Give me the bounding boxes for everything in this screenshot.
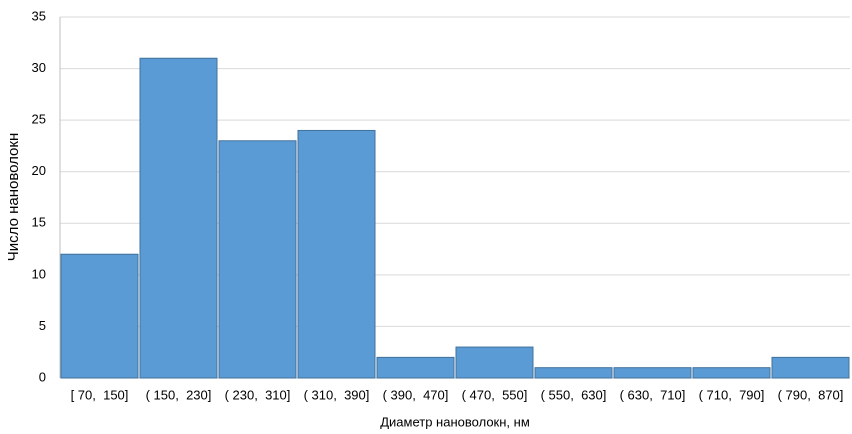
x-axis-title: Диаметр нановолокн, нм xyxy=(380,414,530,429)
bar xyxy=(771,356,850,379)
bar xyxy=(613,367,692,379)
bar xyxy=(376,356,455,379)
x-tick-label: ( 230, 310] xyxy=(225,387,291,402)
y-axis-title: Число нановолокн xyxy=(5,133,22,261)
x-tick-label: ( 390, 470] xyxy=(383,387,449,402)
x-tick-label: ( 150, 230] xyxy=(146,387,212,402)
bar xyxy=(534,367,613,379)
bar xyxy=(218,140,297,379)
y-tick-label: 20 xyxy=(32,163,46,178)
y-tick-label: 15 xyxy=(32,215,46,230)
bar xyxy=(297,129,376,379)
x-tick-label: ( 550, 630] xyxy=(541,387,607,402)
y-tick-label: 0 xyxy=(39,369,46,384)
x-tick-label: ( 710, 790] xyxy=(699,387,765,402)
y-tick-label: 5 xyxy=(39,318,46,333)
bar xyxy=(60,253,139,379)
bar xyxy=(139,57,218,379)
y-tick-label: 30 xyxy=(32,60,46,75)
bar xyxy=(692,367,771,379)
x-tick-label: [ 70, 150] xyxy=(71,387,129,402)
x-tick-label: ( 790, 870] xyxy=(778,387,844,402)
bar xyxy=(455,346,534,379)
y-tick-label: 35 xyxy=(32,8,46,23)
x-tick-label: ( 470, 550] xyxy=(462,387,528,402)
y-tick-label: 10 xyxy=(32,266,46,281)
x-tick-label: ( 630, 710] xyxy=(620,387,686,402)
x-tick-label: ( 310, 390] xyxy=(304,387,370,402)
y-tick-label: 25 xyxy=(32,112,46,127)
